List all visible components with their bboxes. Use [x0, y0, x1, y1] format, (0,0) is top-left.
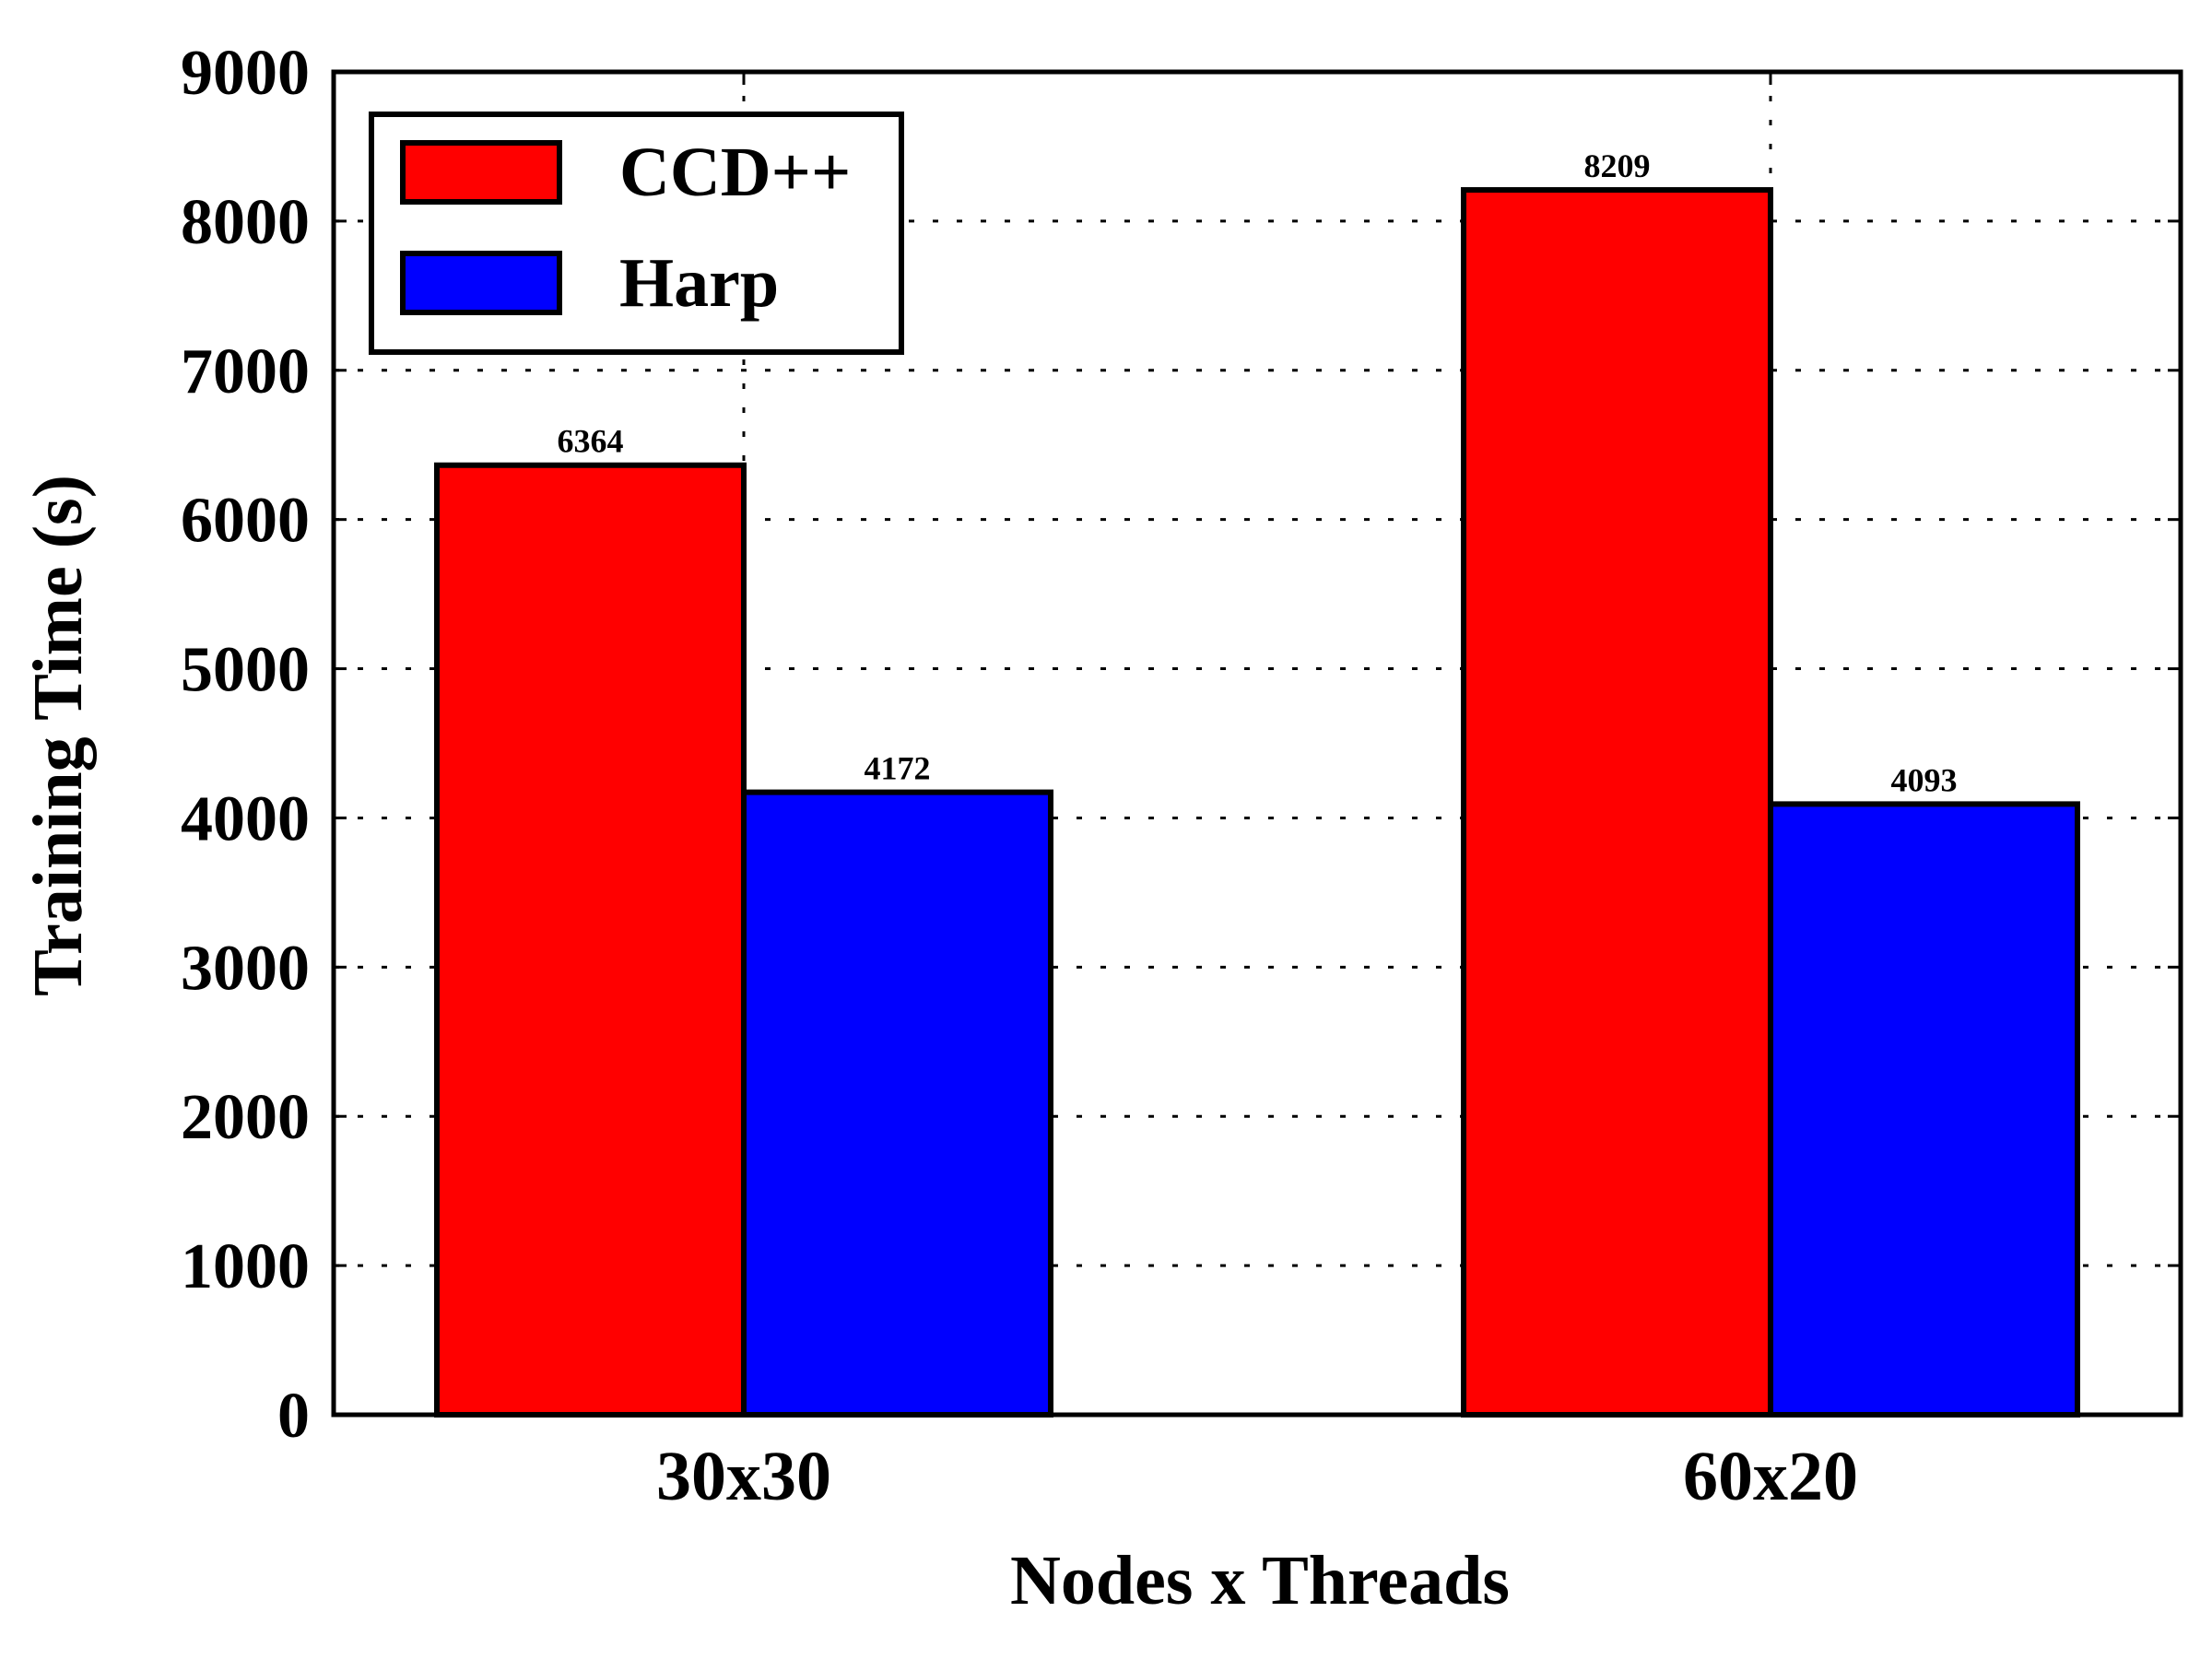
bar-ccd-30x30: [434, 462, 747, 1418]
data-label: 8209: [1584, 147, 1651, 184]
y-tick-label: 5000: [181, 635, 310, 706]
y-tick-label: 2000: [181, 1082, 310, 1153]
bar-harp-30x30: [741, 789, 1053, 1418]
y-tick-label: 9000: [181, 38, 310, 109]
y-tick-label: 6000: [181, 486, 310, 557]
data-label: 4093: [1891, 761, 1958, 798]
y-tick-label: 3000: [181, 933, 310, 1004]
bar-harp-60x20: [1768, 801, 2080, 1418]
bars: [434, 187, 2080, 1418]
y-tick-label: 8000: [181, 187, 310, 258]
y-tick-label: 1000: [181, 1231, 310, 1302]
x-tick-label: 60x20: [1683, 1438, 1858, 1515]
legend-label: Harp: [619, 244, 779, 322]
y-tick-label: 7000: [181, 336, 310, 407]
bar-ccd-60x20: [1461, 187, 1773, 1418]
data-label: 4172: [865, 750, 931, 787]
legend-label: CCD++: [619, 134, 851, 211]
axis-ticks: [334, 70, 2181, 1417]
y-tick-label: 0: [277, 1381, 310, 1452]
y-axis-label: Training Time (s): [19, 475, 97, 996]
legend-swatch: [400, 251, 562, 315]
x-tick-labels: 30x30 60x20: [656, 1438, 1858, 1515]
x-axis-label: Nodes x Threads: [1010, 1542, 1510, 1619]
y-tick-labels: 0 1000 2000 3000 4000 5000 6000 7000 8000 9000: [181, 38, 310, 1452]
plot-frame: [331, 69, 2183, 1418]
x-tick-label: 30x30: [656, 1438, 831, 1515]
legend: CCD++ Harp: [369, 112, 904, 355]
y-tick-label: 4000: [181, 783, 310, 854]
data-label: 6364: [558, 423, 624, 460]
legend-swatch: [400, 140, 562, 205]
data-labels: 6364 8209 4172 4093: [558, 147, 1958, 798]
